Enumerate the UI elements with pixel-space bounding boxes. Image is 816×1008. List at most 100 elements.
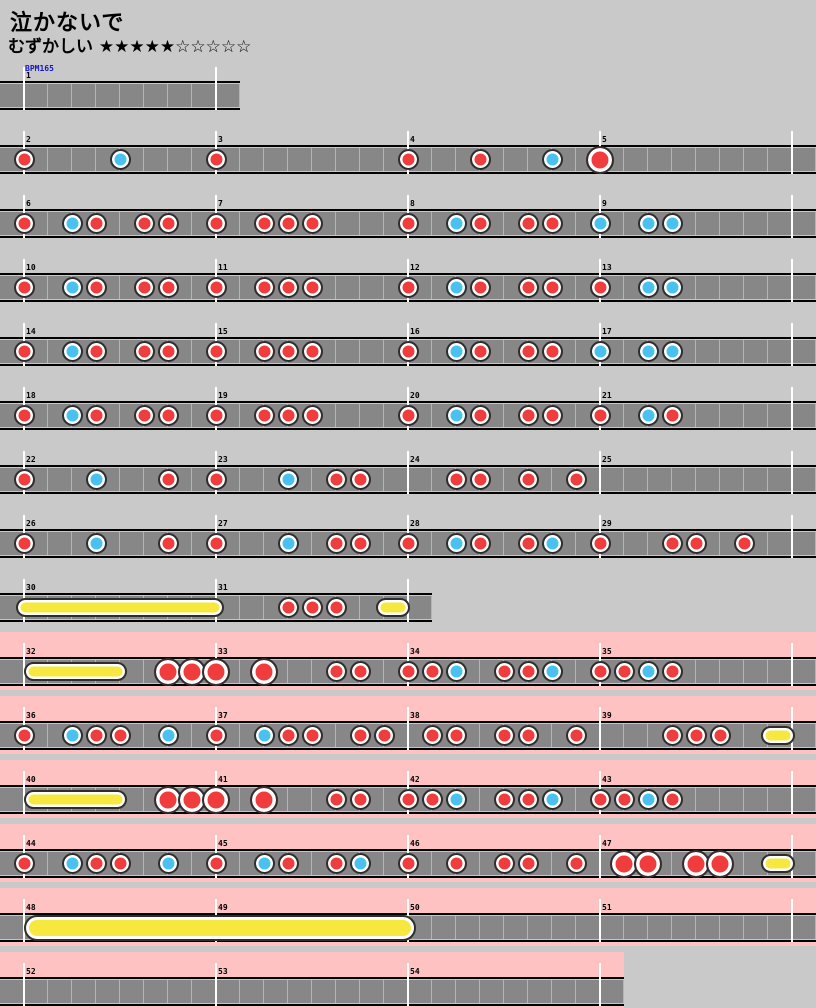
measure-line (791, 387, 793, 430)
measure-number: 21 (602, 391, 612, 400)
don-note (110, 853, 131, 874)
don-note (14, 853, 35, 874)
don-note (518, 405, 539, 426)
don-note (302, 405, 323, 426)
don-note (494, 789, 515, 810)
measure-number: 25 (602, 455, 612, 464)
measure-number: 12 (410, 263, 420, 272)
don-note (350, 789, 371, 810)
measure-number: 8 (410, 199, 415, 208)
don-note (662, 725, 683, 746)
measure-number: 44 (26, 839, 36, 848)
measure-line (599, 451, 601, 494)
measure-number: 54 (410, 967, 420, 976)
ka-note (62, 405, 83, 426)
measure-number: 33 (218, 647, 228, 656)
don-note (494, 661, 515, 682)
ka-note (638, 341, 659, 362)
ka-note (446, 533, 467, 554)
measure-number: 40 (26, 775, 36, 784)
ka-note (446, 341, 467, 362)
measure-line (791, 899, 793, 942)
ka-note (158, 853, 179, 874)
don-note (254, 405, 275, 426)
don-note (566, 725, 587, 746)
measure-line (791, 323, 793, 366)
don-note (470, 149, 491, 170)
don-note (590, 405, 611, 426)
drumroll-note (16, 598, 224, 617)
measure-line (791, 643, 793, 686)
measure-number: 9 (602, 199, 607, 208)
measure-number: 20 (410, 391, 420, 400)
ka-note (638, 213, 659, 234)
measure-number: 19 (218, 391, 228, 400)
ka-note (350, 853, 371, 874)
don-note (278, 341, 299, 362)
measure-line (791, 515, 793, 558)
ka-note (662, 341, 683, 362)
don-note (14, 469, 35, 490)
measure-line (215, 963, 217, 1006)
don-note (518, 213, 539, 234)
don-note (662, 405, 683, 426)
measure-number: 10 (26, 263, 36, 272)
measure-number: 29 (602, 519, 612, 528)
don-note (254, 341, 275, 362)
don-note (134, 213, 155, 234)
ka-note (446, 789, 467, 810)
ka-note (542, 533, 563, 554)
measure-number: 46 (410, 839, 420, 848)
don-note (590, 277, 611, 298)
measure-number: 4 (410, 135, 415, 144)
don-note (542, 341, 563, 362)
don-note (86, 213, 107, 234)
ka-note (446, 405, 467, 426)
measure-number: 23 (218, 455, 228, 464)
ka-note (542, 789, 563, 810)
don-note (302, 277, 323, 298)
don-note (134, 277, 155, 298)
don-note (518, 341, 539, 362)
don-note (206, 149, 227, 170)
measure-number: 24 (410, 455, 420, 464)
measure-number: 47 (602, 839, 612, 848)
don-note (278, 213, 299, 234)
don-note (326, 597, 347, 618)
don-note (518, 853, 539, 874)
don-note (398, 213, 419, 234)
measure-number: 53 (218, 967, 228, 976)
don-note (542, 405, 563, 426)
don-note (446, 853, 467, 874)
don-note (206, 469, 227, 490)
ka-note (110, 149, 131, 170)
don-note (590, 533, 611, 554)
don-note (278, 853, 299, 874)
don-note (326, 853, 347, 874)
drumroll-note (761, 726, 795, 745)
don-note (398, 853, 419, 874)
don-note (518, 725, 539, 746)
star-rating: ★★★★★☆☆☆☆☆ (98, 37, 252, 57)
don-note (14, 405, 35, 426)
measure-number: 48 (26, 903, 36, 912)
measure-line (791, 195, 793, 238)
don-note (206, 533, 227, 554)
big-don-note (202, 786, 230, 814)
measure-number: 38 (410, 711, 420, 720)
ka-note (278, 533, 299, 554)
don-note (734, 533, 755, 554)
big-don-note (586, 146, 614, 174)
measure-number: 37 (218, 711, 228, 720)
don-note (350, 661, 371, 682)
ka-note (638, 405, 659, 426)
measure-line (23, 771, 25, 814)
measure-number: 52 (26, 967, 36, 976)
don-note (86, 725, 107, 746)
ka-note (590, 341, 611, 362)
ka-note (278, 469, 299, 490)
don-note (662, 533, 683, 554)
measure-line (791, 451, 793, 494)
don-note (86, 405, 107, 426)
